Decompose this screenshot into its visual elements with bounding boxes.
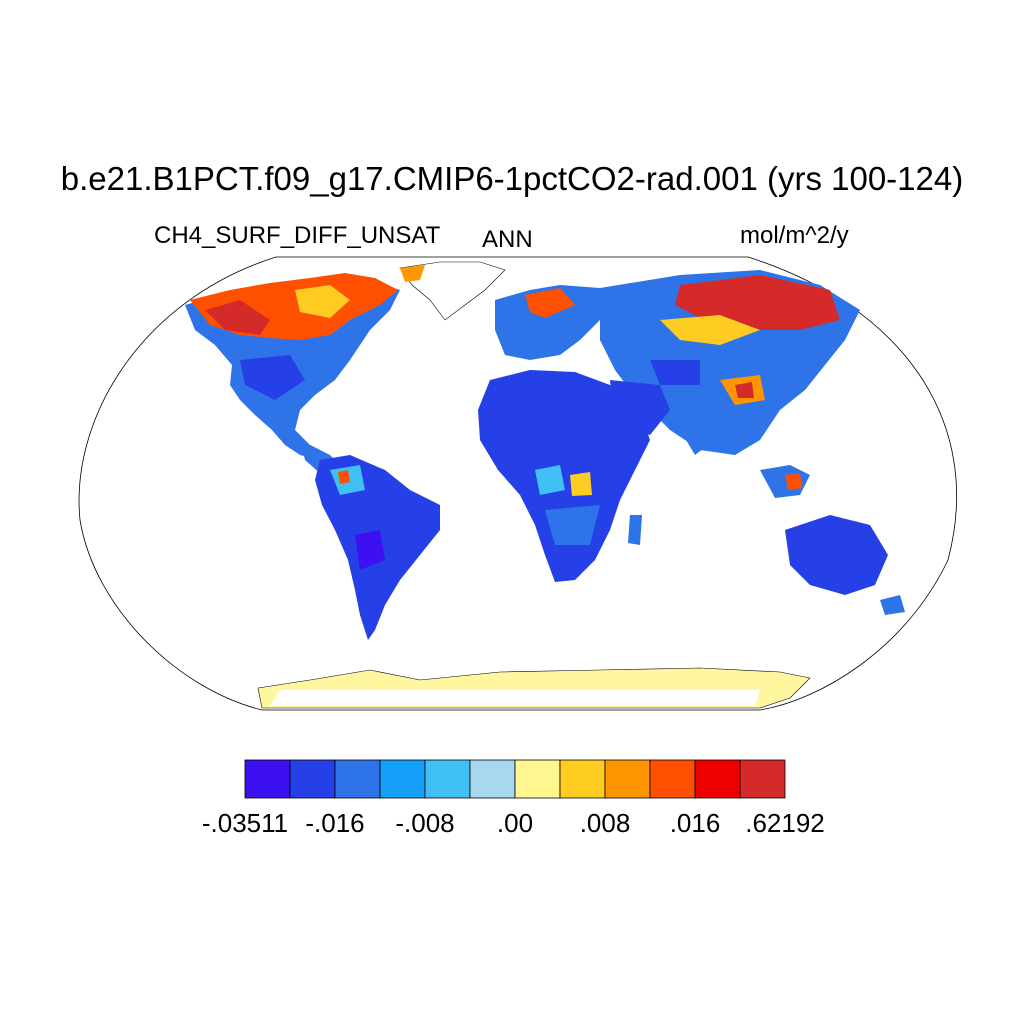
period-label: ANN: [482, 226, 533, 253]
colorbar-swatch: [244, 759, 291, 799]
colorbar-tick-label: .62192: [745, 808, 825, 838]
colorbar-swatch: [334, 759, 381, 799]
colorbar: -.03511 -.016 -.008 .00 .008 .016 .62192: [202, 759, 825, 838]
colorbar-swatch: [694, 759, 741, 799]
colorbar-tick-label: -.03511: [202, 808, 288, 838]
greenland: [399, 261, 506, 321]
colorbar-swatch: [649, 759, 696, 799]
colorbar-swatch: [559, 759, 606, 799]
colorbar-tick-label: .00: [497, 808, 533, 838]
colorbar-swatch: [289, 759, 336, 799]
map-title: b.e21.B1PCT.f09_g17.CMIP6-1pctCO2-rad.00…: [60, 160, 964, 197]
australia: [785, 515, 888, 595]
colorbar-swatch: [469, 759, 516, 799]
colorbar-swatch: [739, 759, 786, 799]
colorbar-swatch: [424, 759, 471, 799]
colorbar-swatch: [379, 759, 426, 799]
colorbar-tick-label: .008: [580, 808, 631, 838]
colorbar-swatch: [514, 759, 561, 799]
variable-label: CH4_SURF_DIFF_UNSAT: [154, 222, 441, 249]
colorbar-tick-label: .016: [670, 808, 721, 838]
africa: [478, 370, 650, 582]
colorbar-swatch: [604, 759, 651, 799]
colorbar-tick-label: -.008: [395, 808, 454, 838]
units-label: mol/m^2/y: [740, 222, 849, 249]
colorbar-tick-label: -.016: [305, 808, 364, 838]
europe: [495, 285, 620, 360]
